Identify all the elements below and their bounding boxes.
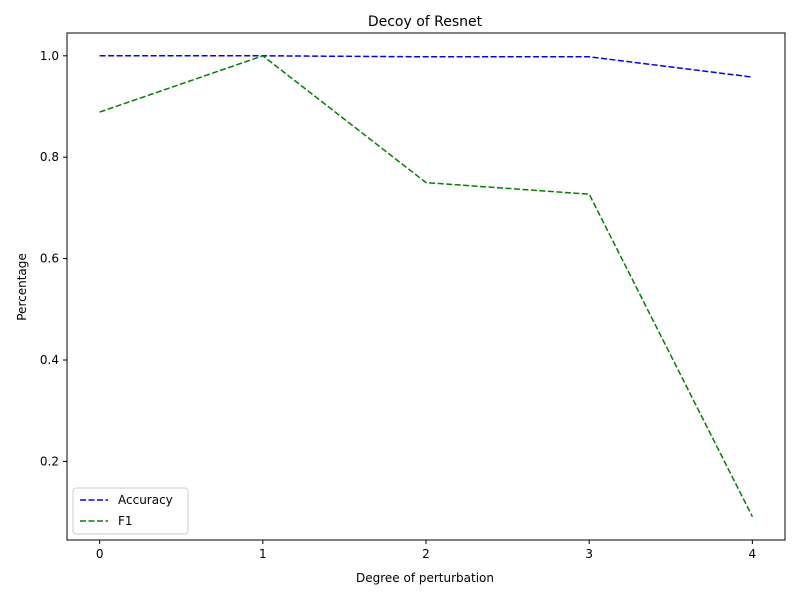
y-tick-label: 0.4 xyxy=(40,353,59,367)
y-axis-label: Percentage xyxy=(15,253,29,321)
x-tick-label: 1 xyxy=(259,547,267,561)
x-tick-label: 2 xyxy=(422,547,430,561)
series-line-f1 xyxy=(99,54,754,518)
legend-accuracy-label: Accuracy xyxy=(118,493,173,507)
x-tick-label: 4 xyxy=(749,547,757,561)
x-tick-label: 3 xyxy=(585,547,593,561)
y-tick-label: 1.0 xyxy=(40,49,59,63)
y-axis: 0.2 0.4 0.6 0.8 1.0 xyxy=(40,49,67,468)
y-tick-label: 0.8 xyxy=(40,150,59,164)
legend: Accuracy F1 xyxy=(72,487,189,535)
chart-title: Decoy of Resnet xyxy=(368,14,483,30)
y-tick-label: 0.6 xyxy=(40,252,59,266)
series-lines xyxy=(99,54,754,518)
x-axis-label: Degree of perturbation xyxy=(356,571,494,585)
x-axis: 0 1 2 3 4 xyxy=(96,540,756,561)
x-tick-label: 0 xyxy=(96,547,104,561)
series-line-accuracy xyxy=(99,55,753,78)
legend-f1-label: F1 xyxy=(118,514,133,528)
y-tick-label: 0.2 xyxy=(40,454,59,468)
